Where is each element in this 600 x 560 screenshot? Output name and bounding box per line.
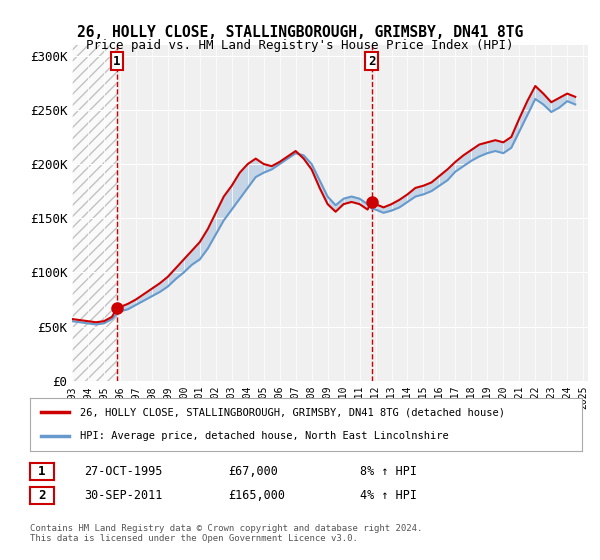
Text: 1: 1: [38, 465, 46, 478]
Text: £165,000: £165,000: [228, 489, 285, 502]
Text: Price paid vs. HM Land Registry's House Price Index (HPI): Price paid vs. HM Land Registry's House …: [86, 39, 514, 52]
Text: HPI: Average price, detached house, North East Lincolnshire: HPI: Average price, detached house, Nort…: [80, 431, 448, 441]
Text: Contains HM Land Registry data © Crown copyright and database right 2024.
This d: Contains HM Land Registry data © Crown c…: [30, 524, 422, 543]
Bar: [72, 45, 117, 381]
Text: 1: 1: [113, 55, 121, 68]
Bar: [72, 45, 117, 381]
Text: 8% ↑ HPI: 8% ↑ HPI: [360, 465, 417, 478]
Text: 26, HOLLY CLOSE, STALLINGBOROUGH, GRIMSBY, DN41 8TG: 26, HOLLY CLOSE, STALLINGBOROUGH, GRIMSB…: [77, 25, 523, 40]
Text: 27-OCT-1995: 27-OCT-1995: [84, 465, 163, 478]
Text: 4% ↑ HPI: 4% ↑ HPI: [360, 489, 417, 502]
Text: 2: 2: [368, 55, 375, 68]
Text: 30-SEP-2011: 30-SEP-2011: [84, 489, 163, 502]
Text: 2: 2: [38, 489, 46, 502]
Text: £67,000: £67,000: [228, 465, 278, 478]
Text: 26, HOLLY CLOSE, STALLINGBOROUGH, GRIMSBY, DN41 8TG (detached house): 26, HOLLY CLOSE, STALLINGBOROUGH, GRIMSB…: [80, 408, 505, 418]
